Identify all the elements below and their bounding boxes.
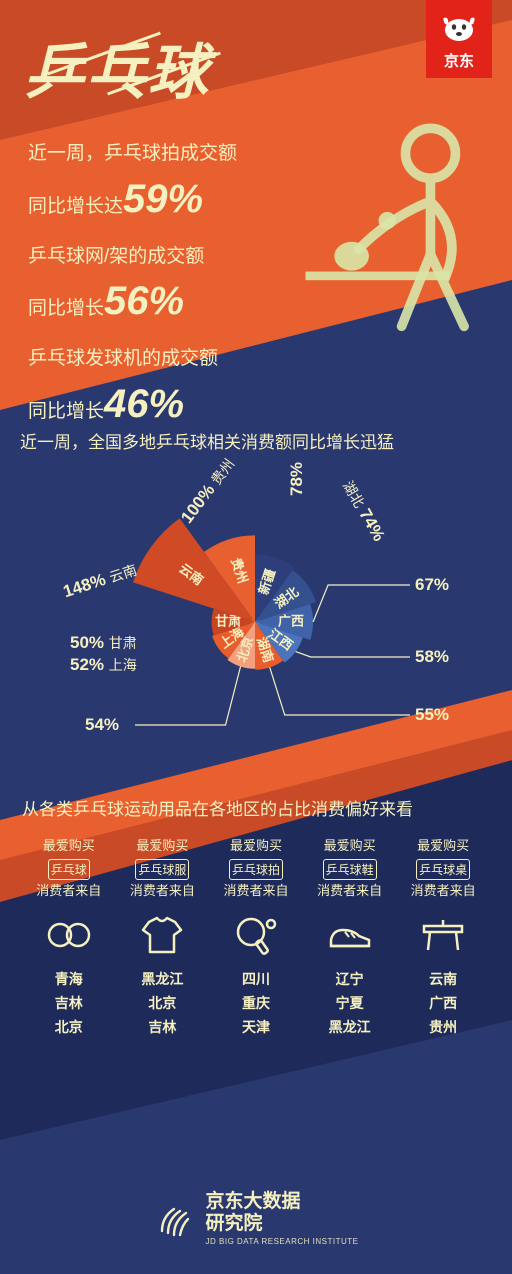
pref-region: 黑龙江 xyxy=(303,1016,397,1040)
pref-title: 从各类乒乓球运动用品在各地区的占比消费偏好来看 xyxy=(22,795,490,820)
pref-column: 最爱购买乒乓球消费者来自青海吉林北京 xyxy=(22,836,116,1039)
pref-head-bottom: 消费者来自 xyxy=(396,881,490,901)
pref-product: 乒乓球拍 xyxy=(229,859,283,880)
pref-head-bottom: 消费者来自 xyxy=(22,881,116,901)
chart-value-label: 55% xyxy=(415,705,449,725)
pref-region: 吉林 xyxy=(22,992,116,1016)
pref-product: 乒乓球鞋 xyxy=(323,859,377,880)
footer: 京东大数据 研究院 JD BIG DATA RESEARCH INSTITUTE xyxy=(0,1191,512,1246)
shoe-icon xyxy=(325,910,375,960)
stat-line2: 同比增长46% xyxy=(28,374,484,434)
slice-region-label: 广西 xyxy=(278,613,304,628)
chart-value-label: 50% 甘肃 xyxy=(70,633,137,653)
shirt-icon xyxy=(137,910,187,960)
stats-section: 近一周，乒乓球拍成交额同比增长达59%乒乓球网/架的成交额同比增长56%乒乓球发… xyxy=(0,140,512,410)
pref-column: 最爱购买乒乓球桌消费者来自云南广西贵州 xyxy=(396,836,490,1039)
pref-product: 乒乓球桌 xyxy=(416,859,470,880)
pref-region: 青海 xyxy=(22,968,116,992)
pref-region: 黑龙江 xyxy=(116,968,210,992)
chart-section: 近一周，全国多地乒乓球相关消费额同比增长迅猛 新疆湖北广西江西湖南北京上海甘肃云… xyxy=(0,410,512,777)
pref-head-bottom: 消费者来自 xyxy=(209,881,303,901)
stat-value: 59% xyxy=(123,177,203,221)
pref-region: 贵州 xyxy=(396,1016,490,1040)
pref-product: 乒乓球服 xyxy=(135,859,189,880)
footer-en: JD BIG DATA RESEARCH INSTITUTE xyxy=(206,1237,359,1246)
chart-value-label: 52% 上海 xyxy=(70,655,137,675)
footer-cn-1: 京东大数据 xyxy=(206,1191,301,1212)
pref-grid: 最爱购买乒乓球消费者来自青海吉林北京最爱购买乒乓球服消费者来自黑龙江北京吉林最爱… xyxy=(22,836,490,1039)
pref-region: 重庆 xyxy=(209,992,303,1016)
chart-value-label: 58% xyxy=(415,647,449,667)
page-title: 乒乓球 xyxy=(24,24,210,111)
pref-region: 四川 xyxy=(209,968,303,992)
pref-head-top: 最爱购买 xyxy=(396,836,490,856)
jd-mascot-icon xyxy=(439,8,479,48)
pref-head-bottom: 消费者来自 xyxy=(116,881,210,901)
stat-value: 46% xyxy=(104,382,184,426)
pref-region: 广西 xyxy=(396,992,490,1016)
footer-cn-2: 研究院 xyxy=(206,1213,263,1234)
pref-product: 乒乓球 xyxy=(48,859,90,880)
pingpong-player-icon xyxy=(282,110,502,360)
pref-head-top: 最爱购买 xyxy=(303,836,397,856)
chart-value-label: 78% xyxy=(287,462,307,496)
pref-column: 最爱购买乒乓球服消费者来自黑龙江北京吉林 xyxy=(116,836,210,1039)
pref-region: 宁夏 xyxy=(303,992,397,1016)
table-icon xyxy=(418,910,468,960)
chart-value-label: 54% xyxy=(85,715,119,735)
footer-logo-icon xyxy=(154,1199,194,1239)
pref-head-top: 最爱购买 xyxy=(22,836,116,856)
pref-column: 最爱购买乒乓球拍消费者来自四川重庆天津 xyxy=(209,836,303,1039)
jd-label: 京东 xyxy=(444,50,474,71)
pref-head-top: 最爱购买 xyxy=(209,836,303,856)
preferences-section: 从各类乒乓球运动用品在各地区的占比消费偏好来看 最爱购买乒乓球消费者来自青海吉林… xyxy=(0,777,512,1039)
balls-icon xyxy=(44,910,94,960)
pref-region: 云南 xyxy=(396,968,490,992)
pref-region: 天津 xyxy=(209,1016,303,1040)
pref-region: 北京 xyxy=(22,1016,116,1040)
pref-column: 最爱购买乒乓球鞋消费者来自辽宁宁夏黑龙江 xyxy=(303,836,397,1039)
pref-head-bottom: 消费者来自 xyxy=(303,881,397,901)
pref-head-top: 最爱购买 xyxy=(116,836,210,856)
jd-logo: 京东 xyxy=(426,0,492,78)
paddle-icon xyxy=(231,910,281,960)
stat-value: 56% xyxy=(104,279,184,323)
chart-value-label: 67% xyxy=(415,575,449,595)
polar-chart: 新疆湖北广西江西湖南北京上海甘肃云南贵州 78%湖北 74%67%58%55%5… xyxy=(20,467,492,777)
pref-region: 辽宁 xyxy=(303,968,397,992)
pref-region: 北京 xyxy=(116,992,210,1016)
footer-text: 京东大数据 研究院 JD BIG DATA RESEARCH INSTITUTE xyxy=(206,1191,359,1246)
pref-region: 吉林 xyxy=(116,1016,210,1040)
